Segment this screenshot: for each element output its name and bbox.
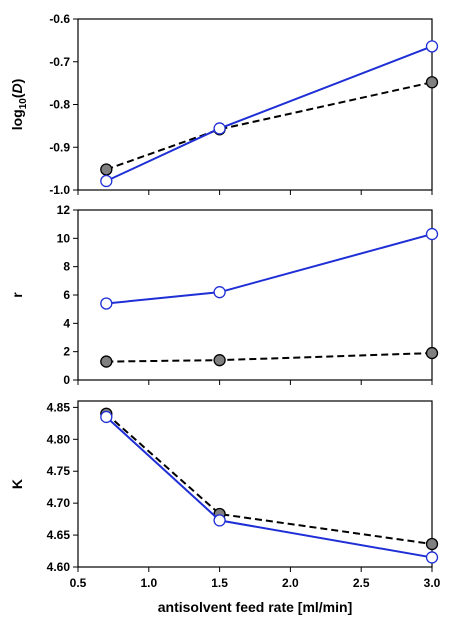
solid-series-point <box>100 297 113 310</box>
y-tick-label: 2 <box>63 345 70 359</box>
y-tick-label: 4.65 <box>47 528 71 542</box>
y-tick-label: 10 <box>57 231 71 245</box>
y-tick-label: -0.8 <box>49 98 70 112</box>
y-tick-label: -0.6 <box>49 12 70 26</box>
dashed-series-point <box>425 76 439 89</box>
solid-series-line <box>105 416 433 559</box>
x-tick-label: 1.5 <box>211 576 228 590</box>
y-tick-label: 4.80 <box>47 432 71 446</box>
panel-2: 0 2 4 6 8 10 12 r <box>9 203 439 387</box>
dashed-series-point <box>425 346 439 360</box>
y-tick-label: -0.7 <box>49 55 70 69</box>
solid-series-point <box>213 122 226 135</box>
panel-3: 4.60 4.65 4.70 4.75 4.80 4.85 0.5 1.0 1.5 2.0 2.5 3… <box>9 400 441 615</box>
dashed-series-point <box>100 355 113 368</box>
x-tick-label: 3.0 <box>424 576 441 590</box>
y-tick-label: 4.70 <box>47 496 71 510</box>
plot-frame <box>77 18 433 191</box>
y-axis-label: log10(D) <box>9 79 29 131</box>
y-tick-label: 6 <box>63 288 70 302</box>
dashed-series-line <box>106 352 433 363</box>
y-tick-label: -0.9 <box>49 140 70 154</box>
solid-series-line <box>105 45 433 182</box>
solid-series-point <box>425 551 439 564</box>
y-tick-label: 4.75 <box>47 464 71 478</box>
x-tick-label: 2.0 <box>282 576 299 590</box>
panel-1: -1.0 -0.9 -0.8 -0.7 -0.6 log10(D) <box>9 12 439 197</box>
y-tick-label: -1.0 <box>49 183 70 197</box>
solid-series-point <box>213 286 226 299</box>
y-tick-label: 8 <box>63 260 70 274</box>
dashed-series-point <box>100 163 113 176</box>
y-tick-label: 4.85 <box>47 400 71 414</box>
y-tick-label: 12 <box>57 203 71 217</box>
y-tick-label: 0 <box>63 373 70 387</box>
plot-frame <box>77 209 433 381</box>
solid-series-point <box>100 174 113 188</box>
plot-frame <box>77 400 433 568</box>
x-tick-label: 1.0 <box>140 576 157 590</box>
x-tick-label: 2.5 <box>353 576 370 590</box>
solid-series-point <box>213 514 226 527</box>
dashed-series-line <box>105 81 433 171</box>
y-axis-label: K <box>9 479 25 489</box>
y-axis-label: r <box>9 292 25 298</box>
x-axis-label: antisolvent feed rate [ml/min] <box>158 599 352 615</box>
dashed-series-point <box>213 354 226 367</box>
y-tick-label: 4 <box>63 316 70 330</box>
dashed-series-point <box>425 537 439 551</box>
solid-series-point <box>425 40 439 53</box>
solid-series-point <box>100 410 113 424</box>
solid-series-point <box>425 227 439 241</box>
solid-series-line <box>106 233 433 305</box>
x-tick-label: 0.5 <box>70 576 87 590</box>
y-tick-label: 4.60 <box>47 560 71 574</box>
dashed-series-line <box>105 413 433 546</box>
